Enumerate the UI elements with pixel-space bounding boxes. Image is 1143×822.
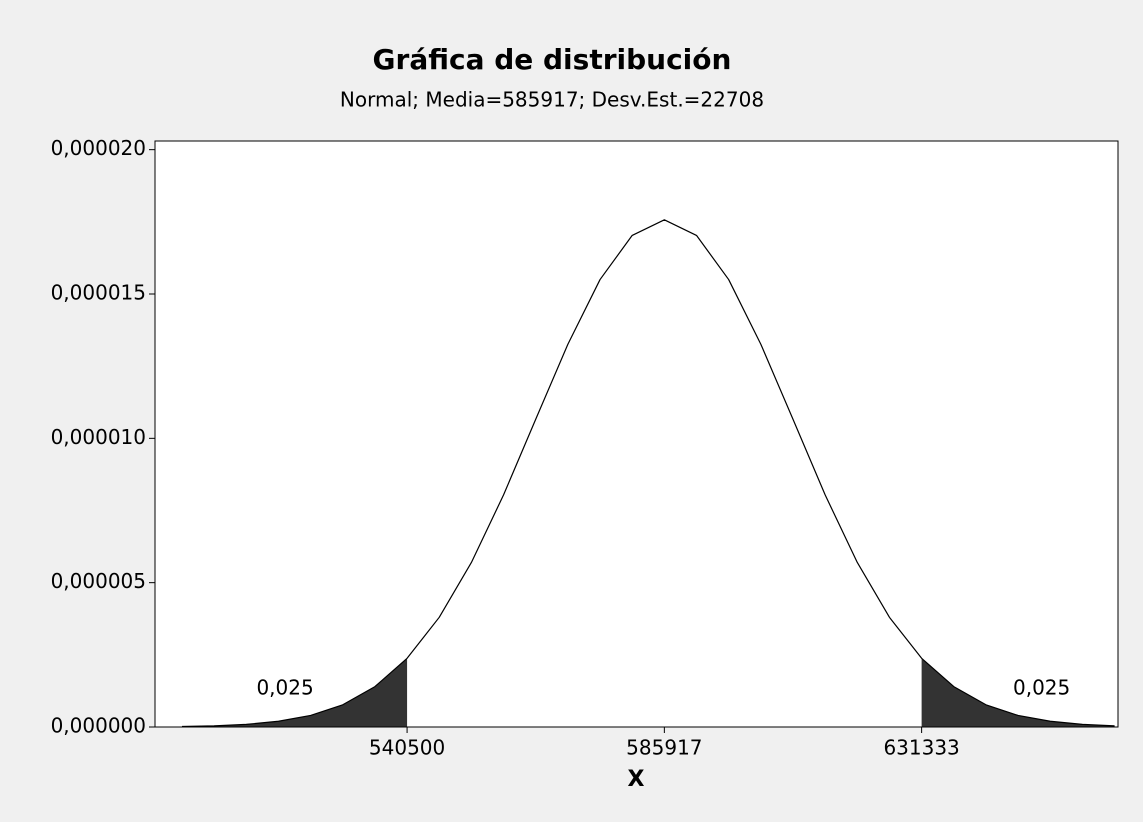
x-tick-label: 631333 bbox=[883, 736, 959, 760]
y-tick-label: 0,000015 bbox=[51, 280, 146, 304]
chart-title: Gráfica de distribución bbox=[373, 43, 732, 76]
tail-area bbox=[921, 658, 1115, 727]
y-tick-label: 0,000010 bbox=[51, 425, 146, 449]
x-tick-label: 585917 bbox=[626, 736, 702, 760]
y-tick-label: 0,000000 bbox=[51, 714, 146, 738]
x-axis-label: X bbox=[628, 767, 645, 792]
x-tick-label: 540500 bbox=[369, 736, 445, 760]
y-tick-label: 0,000005 bbox=[51, 569, 146, 593]
y-tick-label: 0,000020 bbox=[51, 136, 146, 160]
density-curve bbox=[181, 219, 1115, 728]
plot-area bbox=[155, 141, 1118, 727]
chart-subtitle: Normal; Media=585917; Desv.Est.=22708 bbox=[340, 88, 764, 112]
area-label: 0,025 bbox=[1013, 676, 1070, 700]
area-label: 0,025 bbox=[256, 676, 313, 700]
plot-frame bbox=[154, 140, 1119, 728]
tail-area bbox=[181, 658, 408, 727]
